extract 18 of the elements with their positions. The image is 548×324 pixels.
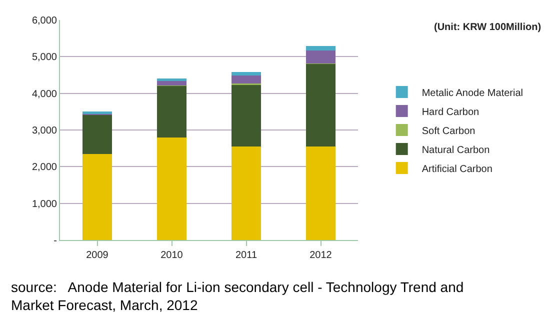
x-tick-label: 2009	[86, 250, 109, 261]
text: (Unit: KRW 100Million)	[434, 22, 542, 33]
y-tick-label: 4,000	[32, 88, 58, 100]
x-tick-label: 2010	[160, 250, 184, 261]
legend-label: Natural Carbon	[422, 144, 490, 156]
legend-label: Soft Carbon	[422, 126, 476, 137]
legend-label: Metalic Anode Material	[422, 88, 524, 99]
legend-label: Hard Carbon	[422, 106, 480, 118]
y-tick-label: 2,000	[32, 162, 58, 174]
y-tick-label: 1,000	[32, 198, 58, 210]
x-tick-label: 2011	[235, 250, 258, 261]
y-tick-label: 5,000	[32, 52, 58, 64]
legend-label: Artificial Carbon	[422, 164, 492, 175]
y-tick-label: 3,000	[32, 126, 58, 136]
x-tick-label: 2012	[310, 250, 332, 261]
y-tick-label: 6,000	[32, 16, 58, 26]
source-note: source: Anode Material for Li-ion secondary cell - Technology Trend and Market Forecast, March, 2012	[11, 279, 464, 314]
y-tick-label: -	[54, 236, 57, 246]
